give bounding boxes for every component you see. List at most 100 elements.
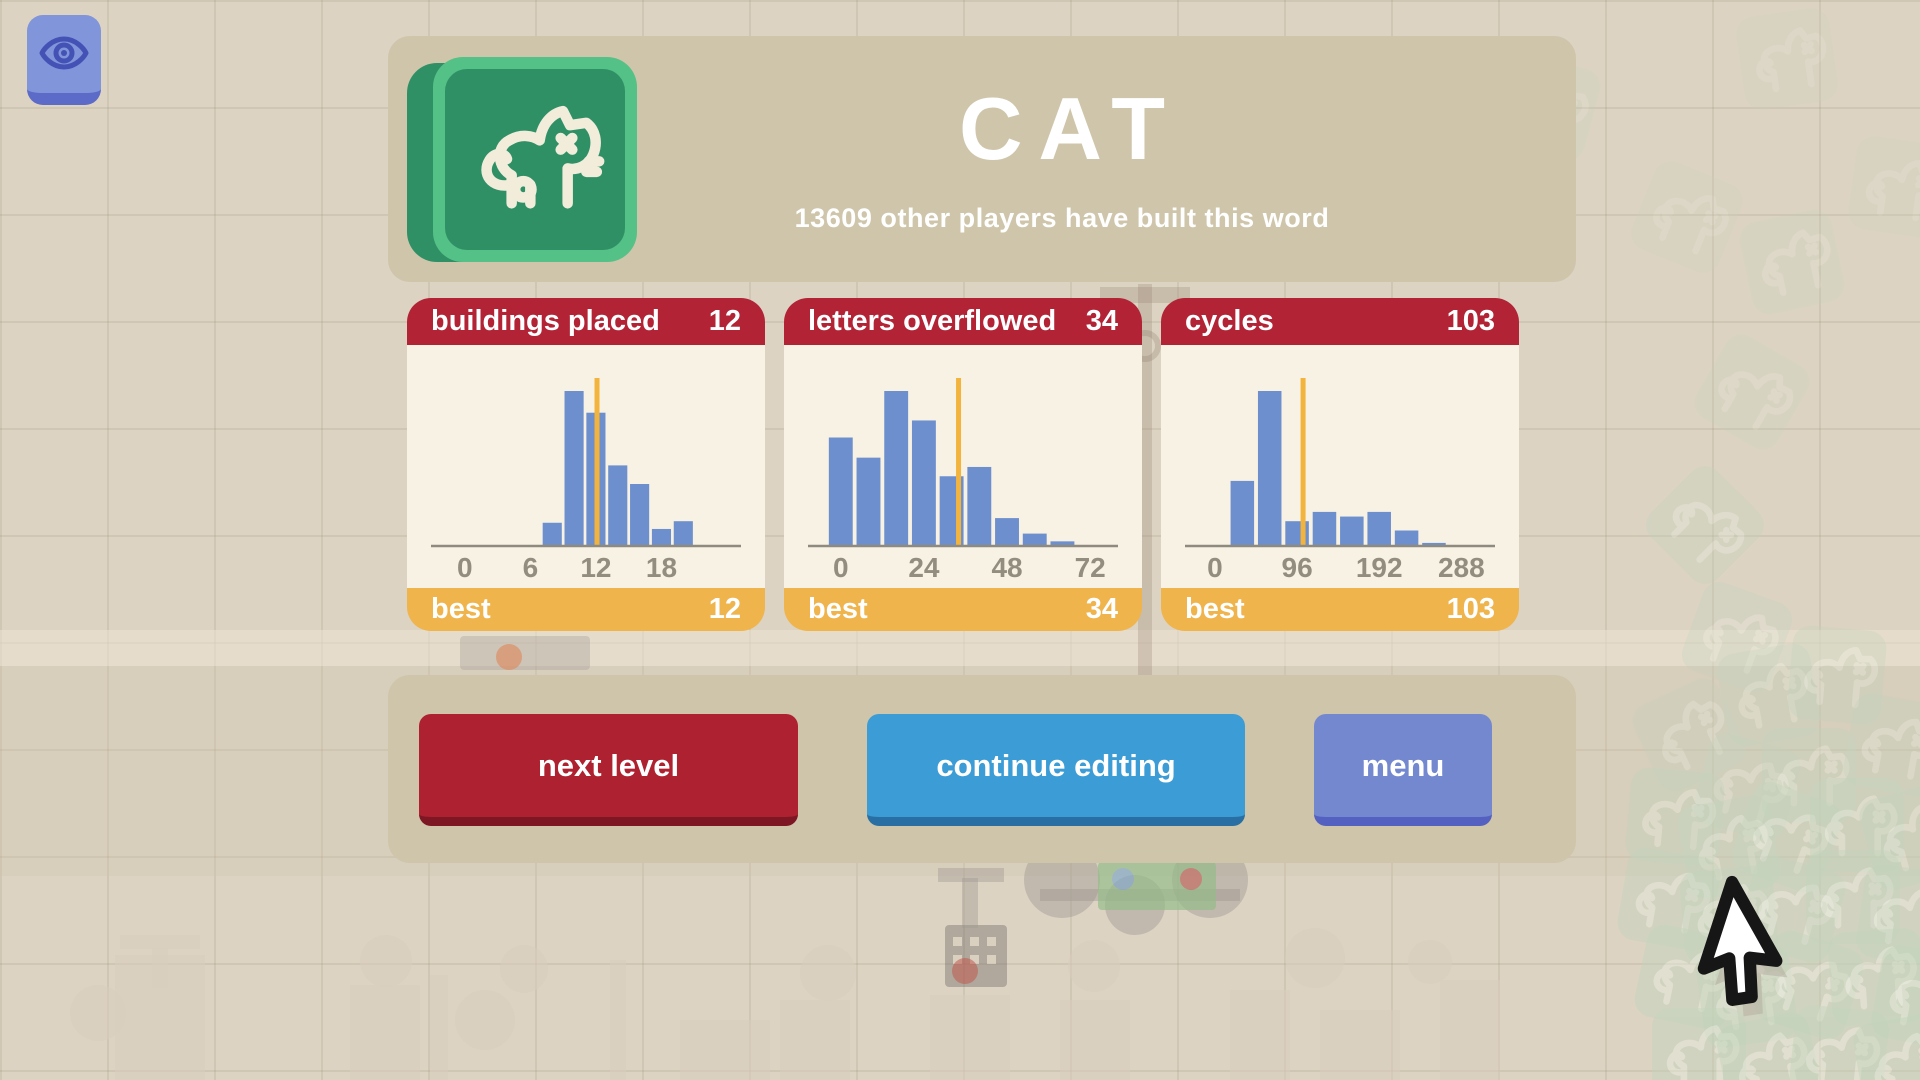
background-press bbox=[945, 925, 1007, 987]
faded-cat-tile bbox=[1713, 1009, 1825, 1080]
background-silhouette bbox=[610, 960, 626, 1080]
background-machine-light bbox=[952, 958, 978, 984]
background-silhouette bbox=[500, 945, 548, 993]
faded-cat-tile bbox=[1810, 778, 1904, 872]
best-value: 12 bbox=[708, 593, 741, 625]
best-label: best bbox=[431, 593, 491, 625]
stat-card-footer: best 12 bbox=[407, 588, 765, 631]
stat-title: letters overflowed bbox=[808, 305, 1057, 337]
faded-cat-tile bbox=[1614, 844, 1724, 954]
faded-cat-tile bbox=[1853, 861, 1920, 969]
stat-value: 34 bbox=[1085, 305, 1118, 337]
faded-cat-tile bbox=[1638, 458, 1772, 592]
eye-icon bbox=[38, 33, 90, 76]
background-silhouette bbox=[152, 948, 168, 988]
stat-card-footer: best 34 bbox=[784, 588, 1142, 631]
faded-cat-tile bbox=[1687, 327, 1817, 457]
background-silhouette bbox=[1060, 1000, 1130, 1080]
faded-cat-tile bbox=[1787, 1003, 1891, 1080]
faded-cat-tile bbox=[1689, 729, 1805, 845]
svg-text:288: 288 bbox=[1438, 552, 1485, 583]
background-silhouette bbox=[1320, 1010, 1400, 1080]
background-button-red bbox=[1180, 868, 1202, 890]
best-label: best bbox=[808, 593, 868, 625]
best-value: 103 bbox=[1446, 593, 1495, 625]
svg-text:18: 18 bbox=[646, 552, 677, 583]
faded-cat-tile bbox=[1625, 155, 1749, 279]
stat-card-header: letters overflowed 34 bbox=[784, 298, 1142, 345]
stats-cards-row: buildings placed 12 0 6 12 18 best 12 lette… bbox=[407, 298, 1519, 631]
stat-card-footer: best 103 bbox=[1161, 588, 1519, 631]
stat-title: buildings placed bbox=[431, 305, 660, 337]
svg-text:192: 192 bbox=[1356, 552, 1403, 583]
best-value: 34 bbox=[1085, 593, 1118, 625]
continue-editing-button[interactable]: continue editing bbox=[867, 714, 1245, 826]
faded-cat-tile bbox=[1826, 926, 1920, 1028]
stat-card-header: cycles 103 bbox=[1161, 298, 1519, 345]
background-silhouette bbox=[1440, 980, 1500, 1080]
background-band bbox=[0, 630, 1920, 666]
players-count-subtitle: 13609 other players have built this word bbox=[794, 202, 1330, 233]
faded-cat-tile bbox=[1845, 133, 1920, 241]
mouse-cursor bbox=[1692, 868, 1842, 1043]
svg-text:12: 12 bbox=[580, 552, 611, 583]
faded-cat-tile bbox=[1624, 766, 1726, 868]
faded-cat-tile bbox=[1855, 779, 1920, 895]
background-silhouette bbox=[1068, 940, 1120, 992]
svg-text:0: 0 bbox=[457, 552, 473, 583]
background-machine bbox=[460, 636, 590, 670]
faded-cat-tile bbox=[1726, 776, 1848, 898]
faded-cat-tile bbox=[1674, 792, 1784, 902]
histogram-buildings-placed: 0 6 12 18 bbox=[431, 378, 741, 583]
background-silhouette bbox=[1230, 990, 1290, 1080]
background-silhouette bbox=[70, 985, 126, 1041]
faded-cat-tile bbox=[1693, 943, 1801, 1051]
word-header-panel: CAT 13609 other players have built this … bbox=[388, 36, 1576, 282]
faded-cat-tile bbox=[1850, 1010, 1920, 1080]
background-belt bbox=[1040, 889, 1240, 901]
faded-cat-tile bbox=[1749, 925, 1869, 1045]
svg-text:72: 72 bbox=[1075, 552, 1106, 583]
svg-text:96: 96 bbox=[1282, 552, 1313, 583]
background-silhouette bbox=[800, 945, 856, 1001]
faded-cat-tile bbox=[1714, 640, 1824, 750]
cat-tile bbox=[407, 56, 637, 262]
faded-cat-tile bbox=[1678, 864, 1780, 966]
svg-text:0: 0 bbox=[833, 552, 849, 583]
background-silhouette bbox=[1285, 928, 1345, 988]
background-press-top bbox=[938, 868, 1004, 882]
background-machine-light bbox=[496, 644, 522, 670]
stat-value: 103 bbox=[1446, 305, 1495, 337]
stat-card-letters-overflowed: letters overflowed 34 0 24 48 72 best 34 bbox=[784, 298, 1142, 631]
menu-button[interactable]: menu bbox=[1314, 714, 1492, 826]
faded-cat-tile bbox=[1840, 690, 1920, 800]
faded-cat-tile bbox=[1734, 851, 1850, 967]
faded-cat-tile bbox=[1736, 206, 1848, 318]
faded-cat-tile bbox=[1676, 576, 1798, 698]
faded-cat-tile bbox=[1631, 921, 1743, 1033]
faded-cat-tile bbox=[1868, 942, 1920, 1052]
background-silhouette bbox=[430, 975, 448, 1080]
stat-value: 12 bbox=[708, 305, 741, 337]
cat-tile-front bbox=[433, 56, 637, 262]
background-silhouette bbox=[1408, 940, 1452, 984]
background-press-stem bbox=[962, 878, 978, 928]
svg-text:0: 0 bbox=[1207, 552, 1223, 583]
page-title: CAT bbox=[958, 78, 1181, 178]
faded-cat-tile bbox=[1762, 728, 1856, 822]
faded-cat-tile bbox=[1806, 850, 1900, 944]
background-silhouette bbox=[455, 990, 515, 1050]
cat-icon bbox=[445, 68, 625, 250]
hide-ui-button[interactable] bbox=[27, 15, 101, 105]
stat-card-body: 0 24 48 72 bbox=[784, 345, 1142, 588]
faded-cat-tile bbox=[1652, 1008, 1746, 1080]
histogram-cycles: 0 96 192 288 bbox=[1185, 378, 1495, 583]
best-label: best bbox=[1185, 593, 1245, 625]
stat-card-header: buildings placed 12 bbox=[407, 298, 765, 345]
next-level-button[interactable]: next level bbox=[419, 714, 798, 826]
background-control-panel bbox=[1098, 862, 1216, 910]
faded-cat-tile bbox=[1733, 5, 1841, 113]
word-title-block: CAT 13609 other players have built this … bbox=[637, 78, 1487, 234]
actions-panel: next level continue editing menu bbox=[388, 675, 1576, 863]
background-silhouette bbox=[780, 1000, 850, 1080]
